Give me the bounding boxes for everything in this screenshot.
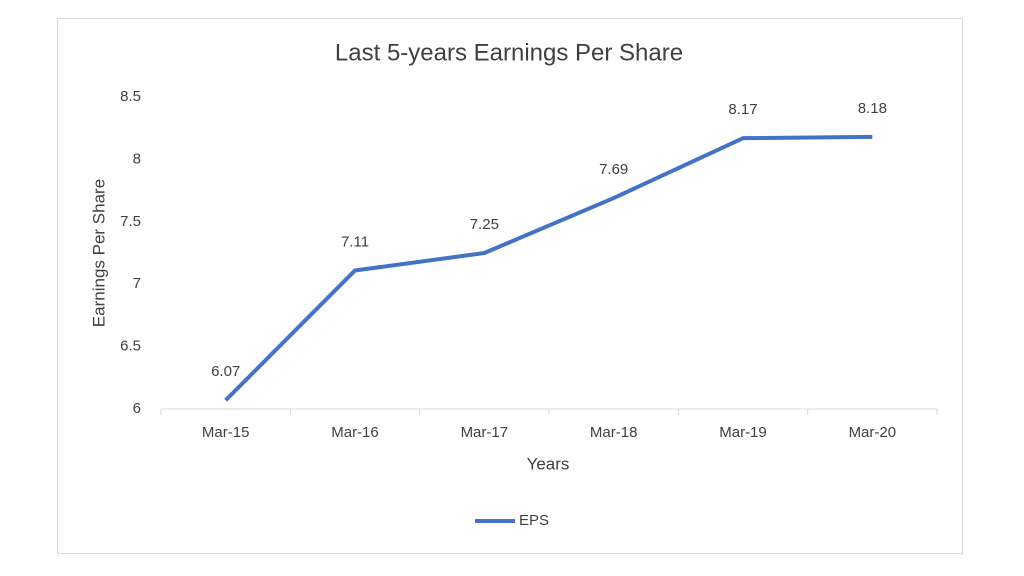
- chart-frame: [57, 18, 963, 554]
- y-tick-label: 6.5: [120, 338, 141, 355]
- x-tick-label: Mar-15: [202, 424, 250, 441]
- x-tick-label: Mar-20: [849, 424, 897, 441]
- y-tick-label: 7.5: [120, 213, 141, 230]
- x-tick-label: Mar-16: [331, 424, 379, 441]
- data-label: 8.18: [858, 100, 887, 117]
- data-label: 7.25: [470, 216, 499, 233]
- y-axis-label: Earnings Per Share: [89, 179, 108, 327]
- data-label: 8.17: [728, 101, 757, 118]
- x-tick-label: Mar-18: [590, 424, 638, 441]
- y-tick-label: 7: [133, 275, 141, 292]
- y-tick-label: 8: [133, 150, 141, 167]
- x-tick-label: Mar-19: [719, 424, 767, 441]
- y-tick-label: 6: [133, 400, 141, 417]
- y-tick-label: 8.5: [120, 88, 141, 105]
- legend-label: EPS: [519, 512, 549, 529]
- x-tick-label: Mar-17: [461, 424, 509, 441]
- chart-title: Last 5-years Earnings Per Share: [335, 39, 683, 66]
- data-label: 6.07: [211, 363, 240, 380]
- series-line: [224, 134, 873, 402]
- data-label: 7.69: [599, 161, 628, 178]
- x-axis-label: Years: [527, 454, 570, 473]
- data-label: 7.11: [341, 233, 369, 250]
